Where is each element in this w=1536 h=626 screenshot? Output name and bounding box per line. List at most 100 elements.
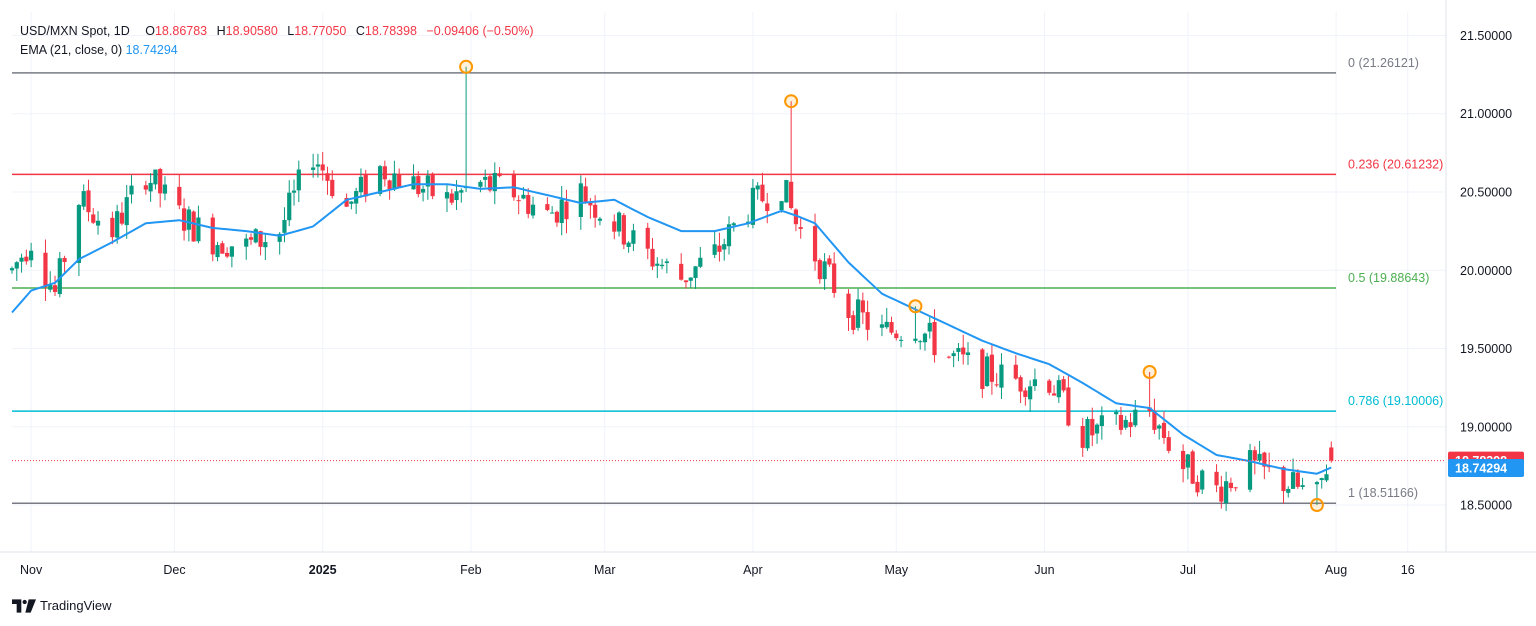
candle-body bbox=[865, 312, 870, 330]
candle-body bbox=[258, 231, 263, 247]
candle-body bbox=[277, 233, 282, 242]
candle-body bbox=[9, 268, 15, 271]
candle-body bbox=[779, 201, 784, 211]
candle-body bbox=[248, 237, 254, 240]
candle-body bbox=[784, 180, 789, 203]
candle-body bbox=[449, 193, 454, 203]
close-label: C bbox=[355, 24, 365, 38]
candle-body bbox=[1247, 450, 1253, 490]
x-tick-label: Nov bbox=[20, 563, 43, 577]
candle-body bbox=[349, 201, 354, 204]
candle-body bbox=[550, 212, 555, 214]
candle-body bbox=[1118, 414, 1124, 430]
brand-name: TradingView bbox=[40, 598, 112, 613]
candle-body bbox=[750, 187, 755, 225]
candle-body bbox=[330, 179, 335, 197]
candle-body bbox=[115, 211, 120, 238]
candle-body bbox=[186, 209, 191, 230]
candle-body bbox=[14, 262, 19, 269]
candle-body bbox=[927, 322, 932, 332]
ohlc-row[interactable]: USD/MXN Spot, 1D O18.86783 H18.90580 L18… bbox=[20, 22, 534, 41]
candle-body bbox=[645, 227, 650, 249]
x-tick-label: Apr bbox=[743, 563, 762, 577]
candle-body bbox=[397, 173, 402, 187]
candle-body bbox=[1090, 418, 1095, 436]
candle-body bbox=[454, 191, 459, 201]
candle-body bbox=[1190, 451, 1195, 484]
candle-body bbox=[52, 285, 58, 293]
candle-body bbox=[989, 354, 994, 382]
fib-level-label: 1 (18.51166) bbox=[1348, 486, 1418, 500]
ema-label: EMA (21, close, 0) bbox=[20, 43, 123, 57]
candle-body bbox=[1219, 486, 1224, 502]
candle-body bbox=[1152, 410, 1157, 430]
candle-body bbox=[148, 182, 153, 192]
candle-body bbox=[411, 176, 416, 190]
candle-body bbox=[994, 384, 999, 386]
candle-body bbox=[712, 244, 717, 255]
swing-marker bbox=[459, 59, 474, 74]
candle-body bbox=[119, 212, 125, 224]
candle-body bbox=[492, 172, 497, 192]
candle-body bbox=[1066, 387, 1071, 426]
candle-body bbox=[1252, 450, 1257, 461]
ema-row[interactable]: EMA (21, close, 0) 18.74294 bbox=[20, 41, 534, 60]
candle-body bbox=[922, 333, 928, 343]
high-value: 18.90580 bbox=[225, 24, 278, 38]
branding[interactable]: TradingView bbox=[12, 598, 112, 613]
candle-body bbox=[855, 299, 861, 328]
candle-body bbox=[521, 194, 526, 199]
open-label: O bbox=[145, 24, 155, 38]
fibonacci-retracement[interactable]: 0 (21.26121) 0.236 (20.61232) 0.5 (19.8864… bbox=[12, 56, 1443, 504]
candle-body bbox=[497, 173, 502, 177]
chart-legend: USD/MXN Spot, 1D O18.86783 H18.90580 L18… bbox=[20, 22, 534, 60]
candle-body bbox=[798, 227, 803, 229]
y-tick-label: 20.00000 bbox=[1460, 264, 1512, 278]
candle-body bbox=[1085, 419, 1090, 449]
candle-body bbox=[655, 263, 660, 266]
candle-body bbox=[1061, 379, 1066, 391]
candle-body bbox=[980, 349, 985, 390]
candle-body bbox=[951, 353, 956, 357]
low-value: 18.77050 bbox=[294, 24, 347, 38]
candle-body bbox=[387, 180, 392, 190]
candle-body bbox=[1013, 364, 1018, 379]
candle-body bbox=[789, 181, 794, 209]
candle-body bbox=[1224, 481, 1229, 504]
swing-marker bbox=[908, 299, 923, 314]
fib-level-label: 0.5 (19.88643) bbox=[1348, 271, 1429, 285]
y-tick-label: 19.50000 bbox=[1460, 342, 1512, 356]
candle-body bbox=[29, 250, 34, 261]
candle-body bbox=[956, 348, 961, 352]
candle-body bbox=[311, 167, 316, 170]
candle-body bbox=[392, 173, 397, 190]
candle-body bbox=[363, 174, 368, 197]
candle-body bbox=[717, 245, 722, 252]
candle-body bbox=[822, 261, 827, 280]
candle-body bbox=[659, 264, 665, 267]
candle-body bbox=[860, 300, 865, 313]
candle-body bbox=[946, 356, 951, 358]
candle-body bbox=[731, 223, 736, 226]
candle-body bbox=[1200, 470, 1205, 490]
candle-body bbox=[91, 214, 96, 223]
candle-body bbox=[999, 364, 1004, 388]
candle-body bbox=[1157, 425, 1162, 429]
candle-body bbox=[564, 201, 569, 220]
candle-body bbox=[578, 183, 583, 217]
ema-line[interactable] bbox=[11, 183, 1332, 475]
candle-body bbox=[1214, 471, 1219, 486]
candle-body bbox=[1166, 437, 1171, 451]
candle-body bbox=[688, 277, 693, 281]
ema-21-line bbox=[11, 183, 1332, 475]
candle-body bbox=[124, 197, 129, 226]
candle-body bbox=[382, 166, 387, 180]
candle-body bbox=[1051, 393, 1057, 396]
y-tick-label: 20.50000 bbox=[1460, 186, 1512, 200]
candle-body bbox=[95, 220, 101, 226]
axes[interactable]: 21.50000 21.00000 20.50000 20.00000 19.50000… bbox=[0, 0, 1536, 577]
candle-body bbox=[110, 217, 115, 238]
candle-body bbox=[181, 208, 187, 231]
